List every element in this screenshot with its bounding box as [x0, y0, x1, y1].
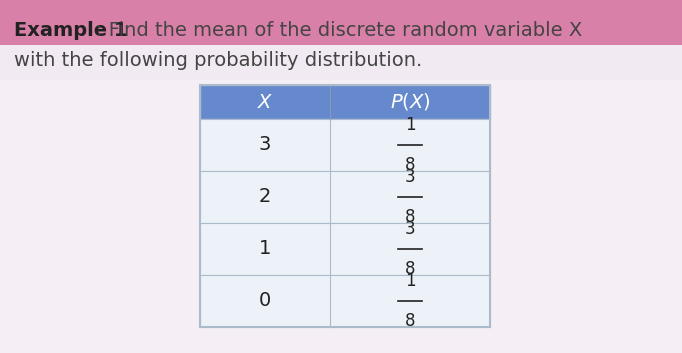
Text: 8: 8 — [404, 208, 415, 226]
Text: 8: 8 — [404, 312, 415, 330]
Text: 8: 8 — [404, 156, 415, 174]
Text: with the following probability distribution.: with the following probability distribut… — [14, 50, 422, 70]
Text: 3: 3 — [404, 168, 415, 186]
Bar — [200, 119, 490, 171]
Text: 1: 1 — [258, 239, 271, 258]
Bar — [200, 171, 490, 223]
Text: 8: 8 — [404, 260, 415, 278]
Text: 0: 0 — [259, 292, 271, 311]
Bar — [200, 85, 490, 327]
Text: : Find the mean of the discrete random variable X: : Find the mean of the discrete random v… — [96, 20, 582, 40]
Bar — [200, 223, 490, 275]
Text: $\mathit{X}$: $\mathit{X}$ — [256, 92, 273, 112]
Text: 3: 3 — [258, 136, 271, 155]
Bar — [0, 0, 682, 45]
Text: 1: 1 — [404, 272, 415, 290]
Text: 2: 2 — [258, 187, 271, 207]
Text: 3: 3 — [404, 220, 415, 238]
Bar — [200, 275, 490, 327]
Text: 1: 1 — [404, 116, 415, 134]
Bar — [0, 80, 682, 353]
Bar — [200, 85, 490, 119]
Text: $\mathit{P(X)}$: $\mathit{P(X)}$ — [389, 91, 430, 113]
Text: Example 1: Example 1 — [14, 20, 128, 40]
Bar — [0, 45, 682, 353]
